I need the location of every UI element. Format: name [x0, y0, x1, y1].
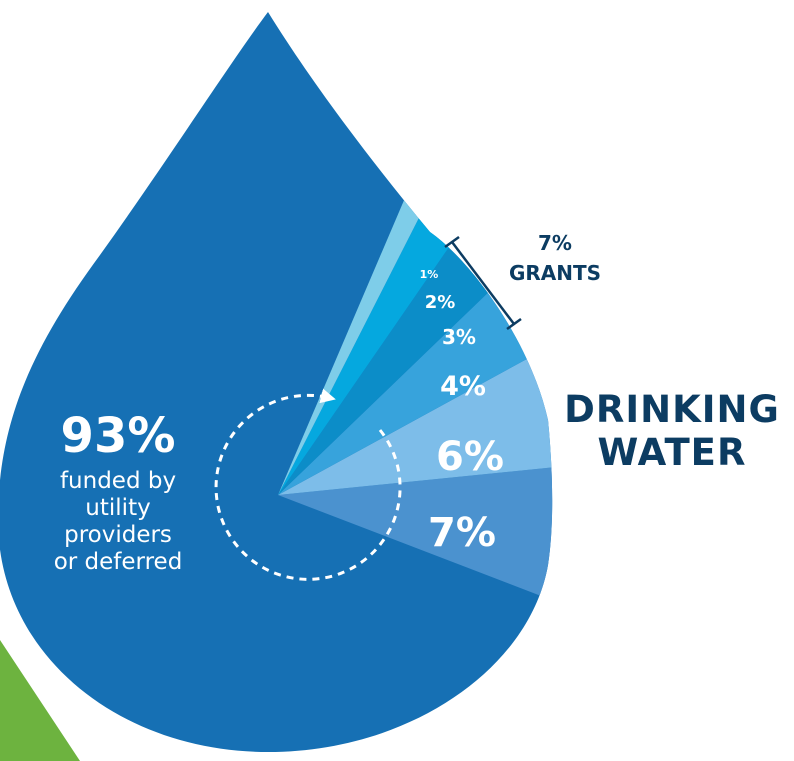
slice-label-6: 6% — [436, 434, 504, 480]
pie-slice-7-pct — [278, 453, 553, 646]
dashed-circle-arrow — [214, 388, 402, 581]
grants-bracket — [444, 235, 522, 331]
slice-label-2: 2% — [425, 292, 456, 313]
grants-label: GRANTS — [509, 261, 601, 285]
water-drop-shape — [0, 12, 553, 752]
slice-label-4: 4% — [440, 371, 486, 402]
slice-label-3: 3% — [442, 325, 476, 349]
drinking-water-title: DRINKING WATER — [552, 388, 792, 474]
main-description-line-2: utility — [85, 495, 150, 521]
main-description-line-4: or deferred — [54, 549, 183, 575]
slice-label-1: 1% — [420, 268, 439, 281]
grants-percent-label: 7% — [538, 231, 572, 255]
green-accent-shape — [0, 640, 80, 761]
pie-slice-4-pct — [278, 203, 553, 495]
title-line-2: WATER — [597, 431, 747, 474]
title-line-1: DRINKING — [564, 388, 780, 431]
main-description-line-3: providers — [64, 522, 172, 548]
slice-label-7: 7% — [428, 510, 496, 556]
pie-slice-6-pct — [278, 293, 553, 495]
main-percent-label: 93% — [61, 408, 176, 464]
main-description-line-1: funded by — [60, 468, 176, 494]
